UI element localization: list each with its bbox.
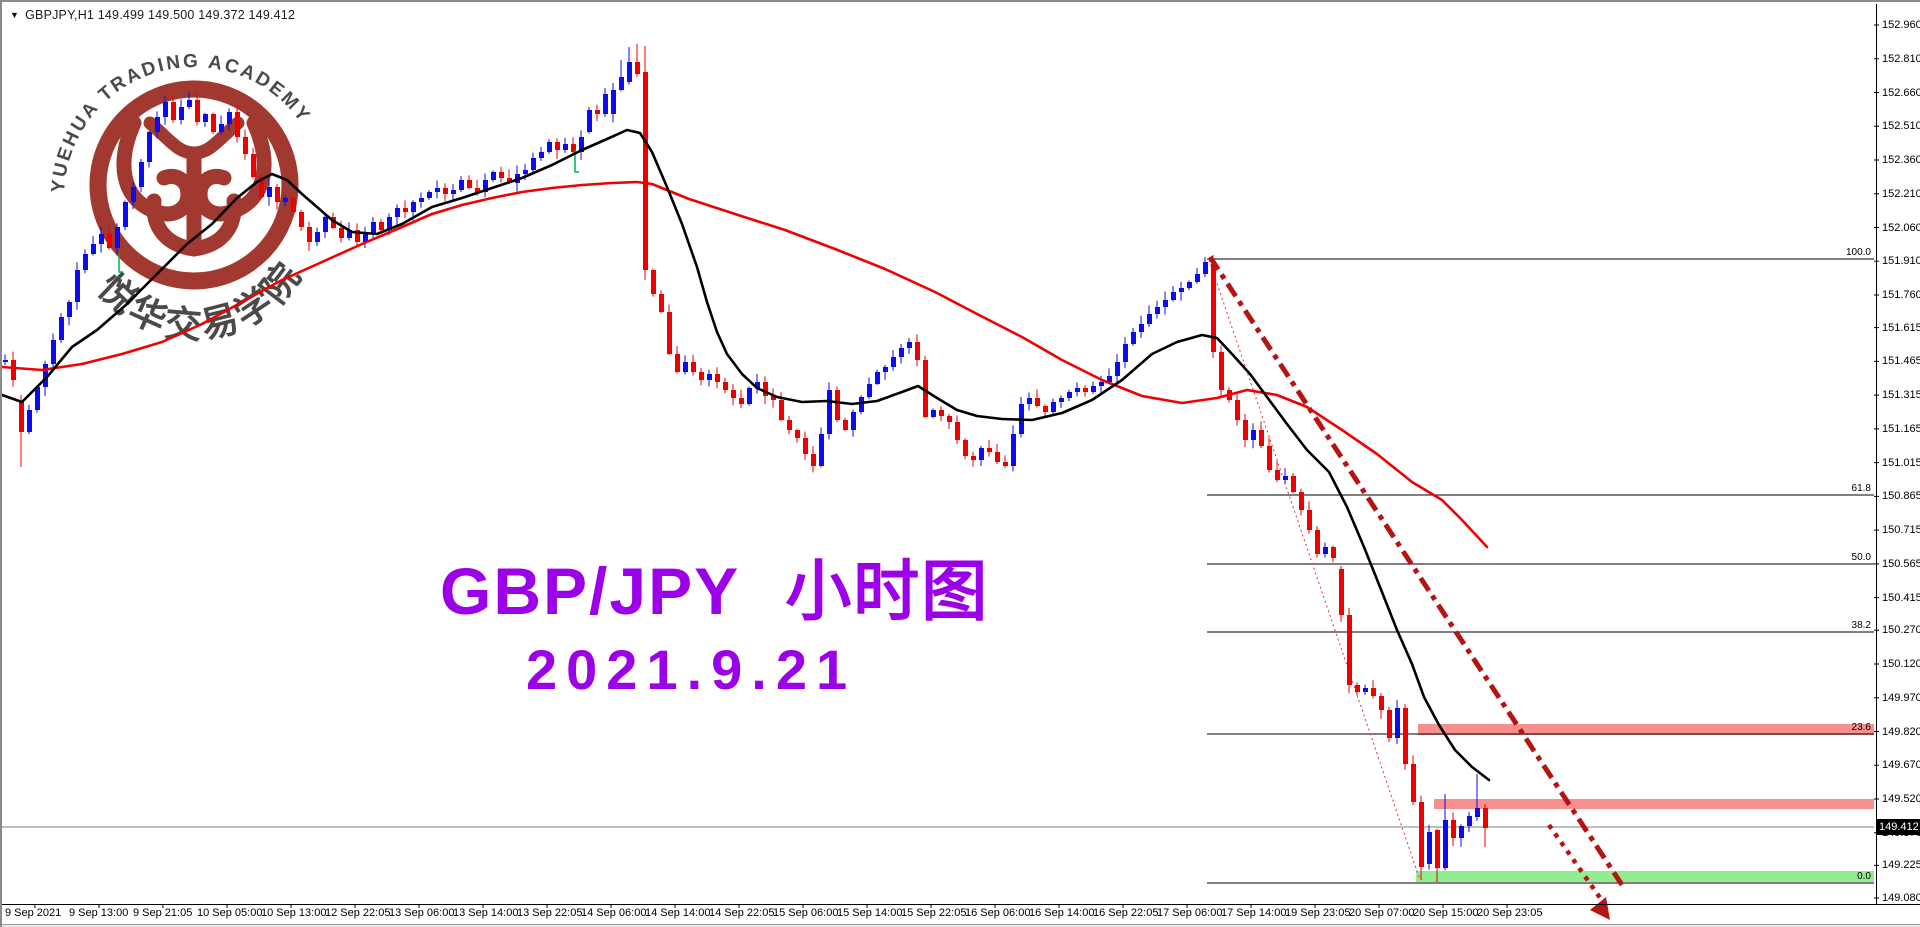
- buy-mark-icon: [574, 150, 579, 173]
- time-tick-label: 15 Sep 14:00: [837, 907, 903, 919]
- price-tick-label: 151.315: [1882, 389, 1920, 402]
- title-symbol-line: GBP/JPY 小时图: [440, 554, 990, 628]
- price-tick-label: 149.670: [1882, 759, 1920, 772]
- time-tick-label: 13 Sep 22:05: [517, 907, 583, 919]
- time-tick-label: 20 Sep 07:00: [1349, 907, 1415, 919]
- time-tick-label: 13 Sep 06:00: [389, 907, 455, 919]
- thick-downtrend-line[interactable]: [1207, 255, 1627, 890]
- time-tick-label: 17 Sep 06:00: [1157, 907, 1223, 919]
- price-tick-label: 150.715: [1882, 524, 1920, 537]
- time-tick-label: 10 Sep 13:00: [261, 907, 327, 919]
- price-tick-label: 152.660: [1882, 86, 1920, 99]
- time-tick-label: 17 Sep 14:00: [1221, 907, 1287, 919]
- time-tick-label: 14 Sep 22:05: [709, 907, 775, 919]
- fib-diagonal-line: [1208, 259, 1421, 881]
- symbol-dropdown-icon[interactable]: ▼: [10, 10, 20, 20]
- time-tick-label: 16 Sep 22:05: [1093, 907, 1159, 919]
- price-tick-label: 150.270: [1882, 624, 1920, 637]
- price-tick-label: 149.520: [1882, 793, 1920, 805]
- quote-bar: ▼ GBPJPY,H1 149.499 149.500 149.372 149.4…: [10, 8, 295, 22]
- price-tick-label: 151.465: [1882, 355, 1920, 368]
- price-tick-label: 152.060: [1882, 221, 1920, 234]
- price-tick-label: 152.810: [1882, 52, 1920, 65]
- time-tick-label: 9 Sep 2021: [5, 907, 62, 919]
- price-tick-label: 150.865: [1882, 490, 1920, 503]
- quote-text: GBPJPY,H1 149.499 149.500 149.372 149.41…: [25, 8, 296, 22]
- window-bottom-edge: [2, 924, 1920, 927]
- candles: [3, 44, 1488, 882]
- price-tick-label: 149.080: [1882, 892, 1920, 904]
- chart-title-overlay: GBP/JPY 小时图 2021.9.21: [440, 558, 989, 698]
- resistance-zone-upper[interactable]: [1418, 724, 1874, 735]
- price-tick-label: 151.910: [1882, 255, 1920, 268]
- time-tick-label: 16 Sep 06:00: [965, 907, 1031, 919]
- price-tick-label: 151.615: [1882, 321, 1920, 334]
- price-tick-label: 149.820: [1882, 725, 1920, 738]
- price-tick-label: 149.225: [1882, 859, 1920, 872]
- fib-label-61.8: 61.8: [1851, 483, 1871, 494]
- price-tick-label: 149.970: [1882, 691, 1920, 704]
- fib-label-0.0: 0.0: [1857, 871, 1871, 882]
- time-axis-separator: [2, 904, 1920, 905]
- price-tick-label: 151.760: [1882, 289, 1920, 301]
- price-tick-label: 150.415: [1882, 591, 1920, 604]
- time-tick-label: 20 Sep 23:05: [1477, 907, 1543, 919]
- time-tick-label: 15 Sep 06:00: [773, 907, 839, 919]
- time-tick-label: 19 Sep 23:05: [1285, 907, 1351, 919]
- buy-mark-icon: [118, 254, 123, 273]
- time-tick-label: 10 Sep 05:00: [197, 907, 263, 919]
- dotted-arrow-line[interactable]: [1547, 823, 1605, 904]
- fib-label-50.0: 50.0: [1851, 552, 1871, 563]
- price-tick-label: 152.960: [1882, 19, 1920, 31]
- time-tick-label: 9 Sep 13:00: [69, 907, 129, 919]
- yuehua-academy-logo: YUEHUA TRADING ACADEMY 悦华交易学院: [48, 51, 312, 348]
- time-tick-label: 16 Sep 14:00: [1029, 907, 1095, 919]
- slow-ma-line: [2, 180, 1489, 549]
- time-tick-label: 12 Sep 22:05: [325, 907, 391, 919]
- arrowhead-icon: [1590, 897, 1610, 920]
- logo-ring-icon: [89, 80, 299, 290]
- support-zone-green[interactable]: [1416, 871, 1874, 882]
- price-tick-label: 152.510: [1882, 120, 1920, 133]
- fib-label-100.0: 100.0: [1845, 247, 1871, 258]
- resistance-zone-lower[interactable]: [1434, 799, 1874, 809]
- time-tick-label: 20 Sep 15:00: [1413, 907, 1479, 919]
- time-tick-label: 14 Sep 14:00: [645, 907, 711, 919]
- title-date-line: 2021.9.21: [526, 638, 857, 701]
- price-tick-label: 150.120: [1882, 658, 1920, 670]
- fib-label-23.6: 23.6: [1851, 722, 1871, 733]
- price-tick-label: 152.360: [1882, 154, 1920, 166]
- price-tick-label: 151.015: [1882, 456, 1920, 469]
- fast-ma-line: [2, 128, 1491, 782]
- price-tick-label: 152.210: [1882, 187, 1920, 200]
- fib-label-38.2: 38.2: [1851, 620, 1871, 631]
- time-tick-label: 15 Sep 22:05: [901, 907, 967, 919]
- time-tick-label: 13 Sep 14:00: [453, 907, 519, 919]
- time-tick-label: 9 Sep 21:05: [133, 907, 193, 919]
- price-tick-label: 151.165: [1882, 422, 1920, 435]
- price-axis-separator: [1876, 4, 1877, 904]
- current-price-box: 149.412: [1876, 819, 1920, 835]
- price-tick-label: 150.565: [1882, 557, 1920, 570]
- time-tick-label: 14 Sep 06:00: [581, 907, 647, 919]
